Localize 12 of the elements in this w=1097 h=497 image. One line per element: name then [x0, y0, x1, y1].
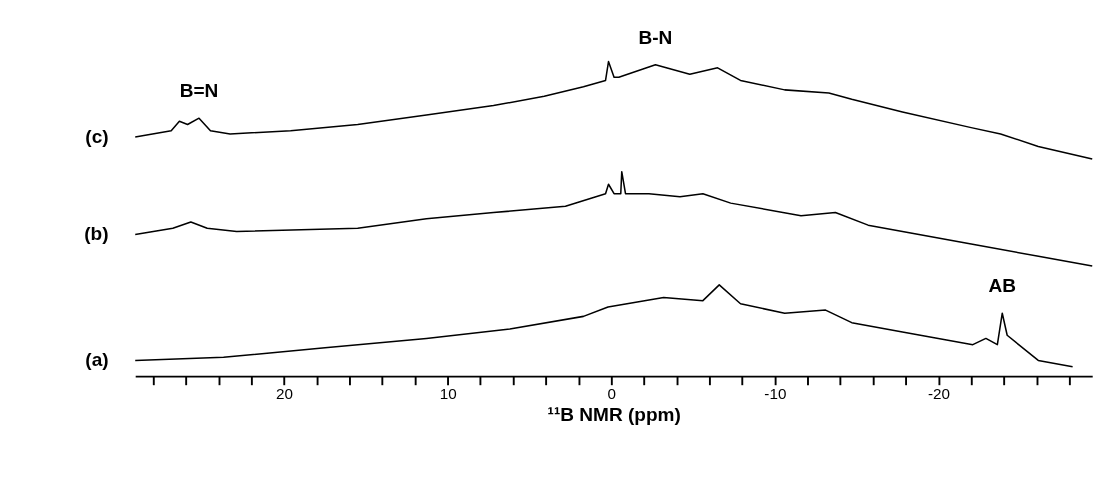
- x-tick-label: -20: [927, 385, 950, 403]
- annotation: B-N: [638, 26, 673, 48]
- series-label: (c): [85, 125, 109, 147]
- series-label: (b): [84, 223, 109, 245]
- annotation: B=N: [179, 80, 219, 102]
- x-tick-label: -10: [764, 385, 787, 403]
- x-tick-label: 10: [439, 385, 457, 403]
- x-tick-label: 0: [607, 385, 616, 403]
- series-label: (a): [85, 349, 109, 371]
- x-tick-label: 20: [276, 385, 294, 403]
- x-axis-title: ¹¹B NMR (ppm): [547, 404, 681, 426]
- annotation: AB: [988, 275, 1017, 297]
